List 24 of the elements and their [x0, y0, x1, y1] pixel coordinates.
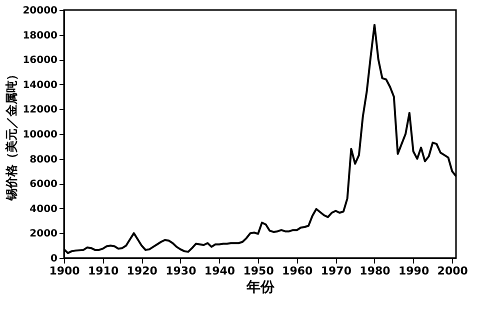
y-tick-label: 2000: [30, 228, 58, 240]
y-tick-label: 20000: [22, 6, 58, 16]
x-tick-label: 2000: [437, 264, 468, 278]
y-tick-label: 4000: [30, 204, 58, 215]
x-tick-label: 1960: [282, 264, 314, 278]
x-tick-label: 1980: [360, 264, 391, 278]
x-tick-label: 1920: [126, 264, 158, 278]
y-tick-label: 6000: [30, 179, 58, 190]
x-tick-label: 1930: [166, 264, 197, 278]
x-tick-label: 1900: [49, 264, 80, 278]
x-tick-label: 1940: [204, 264, 236, 278]
y-tick-label: 10000: [22, 130, 58, 140]
y-tick-label: 0: [50, 254, 58, 264]
y-tick-label: 18000: [22, 30, 58, 42]
x-tick-label: 1970: [320, 264, 352, 278]
y-axis-title: 锡价格（美元／金属吨）: [4, 68, 19, 202]
x-tick-label: 1950: [243, 264, 274, 278]
x-axis-title: 年份: [246, 280, 276, 296]
y-tick-label: 8000: [30, 154, 58, 166]
y-tick-label: 12000: [22, 104, 58, 116]
y-tick-label: 14000: [22, 80, 58, 91]
y-tick-label: 16000: [22, 55, 58, 66]
x-tick-label: 1910: [88, 264, 119, 278]
x-tick-label: 1990: [398, 264, 430, 278]
